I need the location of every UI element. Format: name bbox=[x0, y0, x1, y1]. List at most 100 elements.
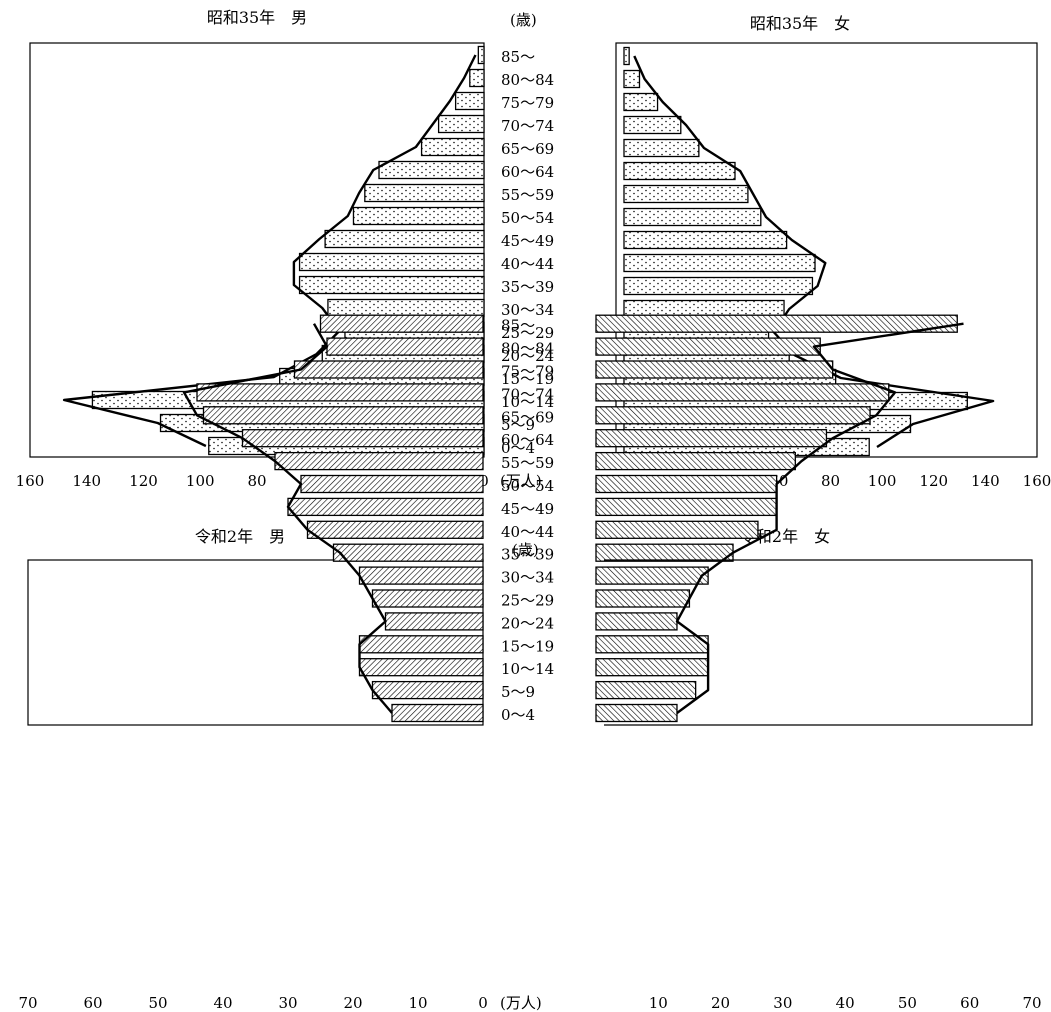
chart-r2-female-outline bbox=[675, 322, 964, 714]
age-label: 50～54 bbox=[501, 477, 554, 495]
bar-s35-female-15 bbox=[623, 92, 659, 112]
chart-r2-male-outline bbox=[182, 323, 393, 714]
tick-label-s35-male: 100 bbox=[186, 472, 215, 490]
chart-r2-female: 令和2年 女 10 20 30 40 50 60 70 bbox=[595, 314, 1042, 1012]
age-label: 75～79 bbox=[501, 363, 554, 381]
bar-s35-male-11 bbox=[364, 183, 485, 203]
bar-s35-female-10 bbox=[623, 207, 762, 227]
tick-label-r2-female: 70 bbox=[1022, 994, 1041, 1012]
bar-s35-male-14 bbox=[437, 114, 485, 134]
tick-label-s35-female: 120 bbox=[919, 472, 948, 490]
age-label: 45～49 bbox=[501, 232, 554, 250]
bar-r2-female-6 bbox=[595, 566, 709, 585]
bar-r2-female-15 bbox=[595, 360, 834, 379]
age-label: 75～79 bbox=[501, 94, 554, 112]
age-unit-label-bottom: (歳) bbox=[512, 541, 539, 559]
bar-r2-female-17 bbox=[595, 314, 958, 333]
tick-label-s35-male: 120 bbox=[129, 472, 158, 490]
age-label: 10～14 bbox=[501, 660, 554, 678]
age-label: 30～34 bbox=[501, 301, 554, 319]
bar-r2-male-2 bbox=[358, 658, 484, 677]
bar-r2-male-3 bbox=[358, 635, 484, 654]
bar-r2-male-0 bbox=[391, 703, 484, 723]
bar-s35-male-10 bbox=[352, 206, 485, 226]
bar-r2-male-10 bbox=[300, 474, 484, 494]
bar-r2-female-7 bbox=[595, 543, 734, 562]
age-label: 60～64 bbox=[501, 431, 554, 449]
age-label: 70～74 bbox=[501, 117, 554, 135]
tick-label-s35-female: 140 bbox=[971, 472, 1000, 490]
tick-label-r2-female: 50 bbox=[898, 994, 917, 1012]
age-label: 70～74 bbox=[501, 385, 554, 403]
bar-r2-female-2 bbox=[595, 658, 709, 677]
bar-s35-female-9 bbox=[623, 230, 788, 250]
bar-r2-male-11 bbox=[274, 451, 484, 471]
bar-r2-female-3 bbox=[595, 635, 709, 654]
age-labels-top: 0～4 5～9 10～14 15～19 20～24 25～29 30～34 35～39 40～4… bbox=[501, 48, 554, 457]
age-label: 25～29 bbox=[501, 592, 554, 610]
age-label: 40～44 bbox=[501, 255, 554, 273]
bar-r2-female-1 bbox=[595, 680, 697, 700]
bar-s35-female-11 bbox=[623, 184, 749, 204]
tick-label-s35-female: 160 bbox=[1023, 472, 1051, 490]
bar-r2-female-4 bbox=[595, 612, 678, 631]
tick-label-r2-female: 30 bbox=[773, 994, 792, 1012]
bar-r2-male-13 bbox=[202, 406, 484, 425]
tick-label-r2-male: 50 bbox=[148, 994, 167, 1012]
tick-label-s35-female: 80 bbox=[821, 472, 840, 490]
bar-s35-female-12 bbox=[623, 161, 736, 181]
age-label: 15～19 bbox=[501, 370, 554, 388]
count-unit-label-top: (万人) bbox=[500, 472, 542, 490]
age-label: 25～29 bbox=[501, 324, 554, 342]
age-label: 0～4 bbox=[501, 706, 535, 724]
bar-s35-male-6 bbox=[327, 298, 485, 318]
chart-r2-male: 令和2年 男 70 60 50 40 30 20 10 0 bbox=[18, 314, 488, 1012]
bar-r2-female-16 bbox=[595, 337, 821, 356]
bar-r2-male-17 bbox=[319, 314, 484, 333]
age-label: 80～84 bbox=[501, 340, 554, 358]
age-label: 40～44 bbox=[501, 523, 554, 541]
bar-s35-female-7 bbox=[623, 276, 814, 296]
age-label: 85～ bbox=[501, 48, 535, 66]
tick-label-r2-male: 10 bbox=[408, 994, 427, 1012]
age-label: 60～64 bbox=[501, 163, 554, 181]
tick-label-r2-male: 60 bbox=[83, 994, 102, 1012]
age-label: 35～39 bbox=[501, 546, 554, 564]
bar-s35-male-12 bbox=[378, 160, 485, 180]
tick-label-s35-male: 160 bbox=[16, 472, 45, 490]
chart-r2-female-frame bbox=[604, 559, 1033, 726]
chart-r2-female-axis: 10 20 30 40 50 60 70 bbox=[649, 994, 1042, 1012]
age-label: 35～39 bbox=[501, 278, 554, 296]
bar-s35-female-17 bbox=[623, 46, 630, 66]
bar-r2-male-14 bbox=[196, 383, 484, 402]
age-label: 15～19 bbox=[501, 637, 554, 655]
age-label: 10～14 bbox=[501, 393, 554, 411]
bar-r2-male-16 bbox=[326, 337, 484, 356]
tick-label-r2-male: 40 bbox=[213, 994, 232, 1012]
tick-label-r2-female: 40 bbox=[836, 994, 855, 1012]
chart-r2-male-axis: 70 60 50 40 30 20 10 0 bbox=[18, 994, 487, 1012]
bar-r2-male-12 bbox=[241, 429, 484, 448]
bar-r2-female-0 bbox=[595, 703, 678, 723]
chart-r2-female-bars bbox=[595, 314, 958, 723]
tick-label-s35-female: 100 bbox=[868, 472, 897, 490]
age-label: 85～ bbox=[501, 317, 535, 335]
tick-label-r2-female: 10 bbox=[649, 994, 668, 1012]
chart-s35-female-title: 昭和35年 女 bbox=[750, 14, 850, 33]
chart-r2-male-bars bbox=[196, 314, 484, 723]
age-label: 50～54 bbox=[501, 209, 554, 227]
bar-s35-female-16 bbox=[623, 69, 641, 89]
age-label: 5～9 bbox=[501, 683, 535, 701]
age-label: 55～59 bbox=[501, 186, 554, 204]
age-label: 30～34 bbox=[501, 569, 554, 587]
tick-label-s35-male: 140 bbox=[72, 472, 101, 490]
age-label: 0～4 bbox=[501, 439, 535, 457]
bar-s35-male-13 bbox=[420, 137, 485, 157]
age-label: 20～24 bbox=[501, 347, 554, 365]
count-unit-label-bottom: (万人) bbox=[500, 994, 542, 1012]
age-label: 65～69 bbox=[501, 140, 554, 158]
bar-r2-male-6 bbox=[358, 566, 484, 585]
bar-r2-male-8 bbox=[306, 520, 484, 539]
bar-r2-male-7 bbox=[332, 543, 484, 562]
tick-label-r2-female: 20 bbox=[711, 994, 730, 1012]
